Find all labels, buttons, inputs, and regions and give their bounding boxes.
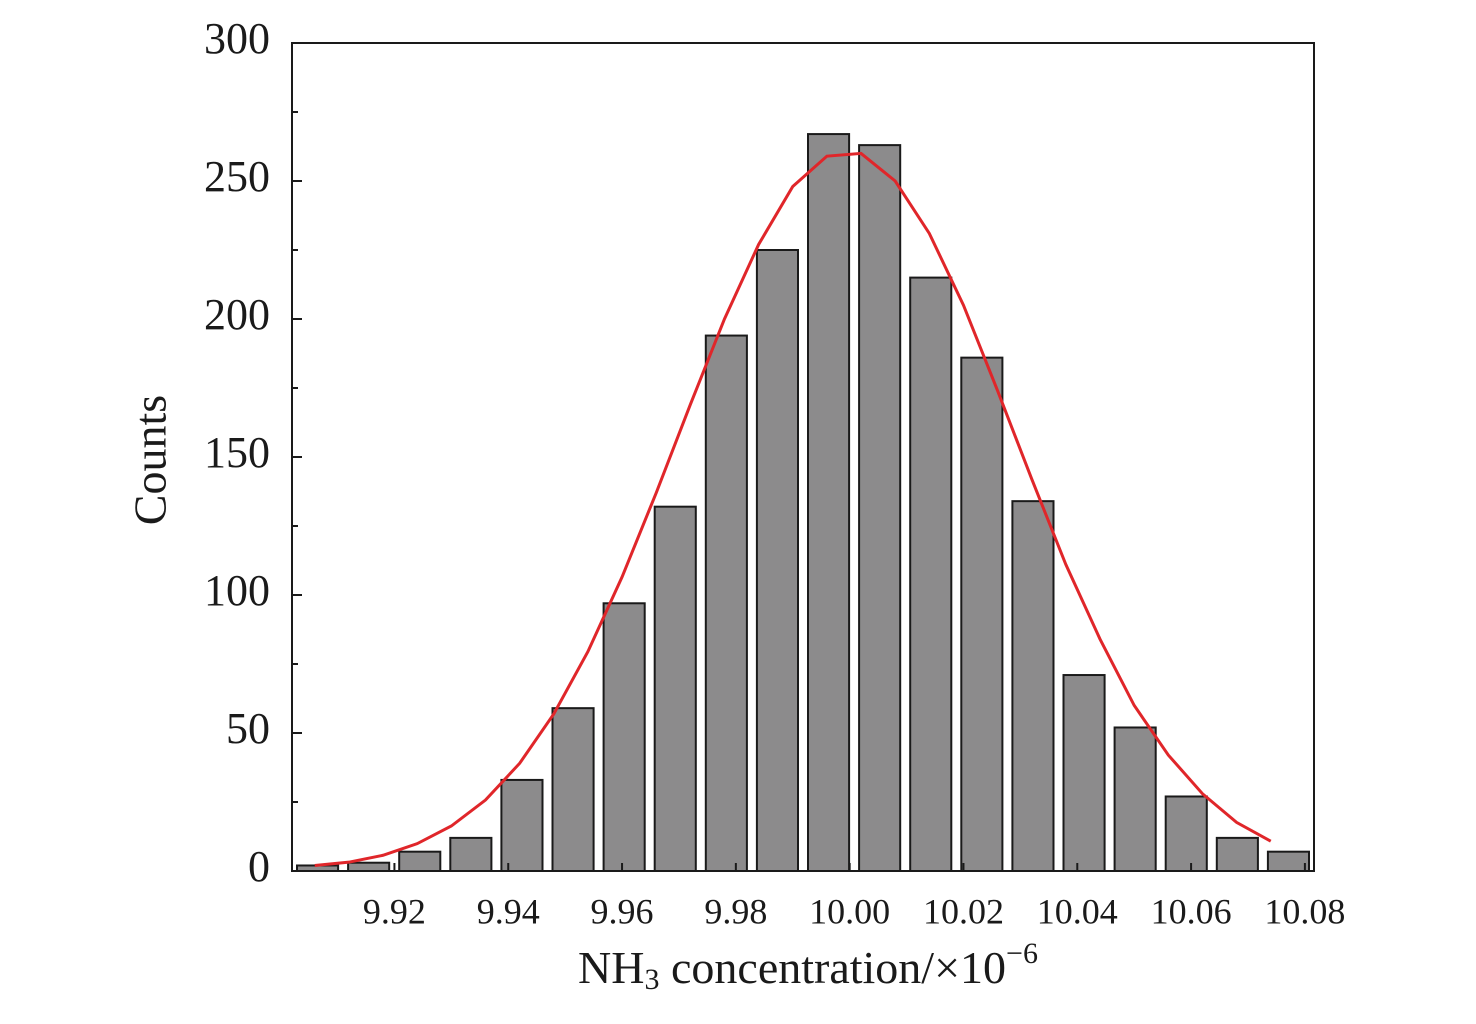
x-tick-label: 10.06: [1151, 891, 1232, 931]
x-tick-label: 9.94: [477, 891, 540, 931]
y-tick-label: 250: [204, 152, 270, 201]
bar: [858, 144, 902, 872]
y-tick-label: 0: [248, 842, 270, 891]
bar: [1062, 674, 1106, 872]
x-tick-label: 10.00: [809, 891, 890, 931]
x-tick-label: 9.98: [704, 891, 767, 931]
x-label-superscript: −6: [1006, 937, 1038, 970]
bar: [1215, 836, 1259, 873]
bar: [909, 276, 953, 873]
y-tick-label: 100: [204, 566, 270, 615]
y-axis-label: Counts: [125, 395, 176, 525]
bar: [602, 602, 646, 873]
bar: [960, 356, 1004, 872]
x-axis-label: NH3 concentration/×10−6: [578, 937, 1038, 996]
fit-curve: [314, 151, 1272, 867]
bar: [449, 836, 493, 873]
bar: [755, 249, 800, 872]
bar: [1266, 850, 1311, 872]
plot-frame: [291, 42, 1315, 872]
x-label-subscript: 3: [644, 963, 659, 996]
x-tick-label: 10.04: [1037, 891, 1118, 931]
bar: [1164, 795, 1208, 872]
y-tick-label: 50: [226, 704, 270, 753]
x-tick-label: 10.08: [1264, 891, 1345, 931]
bar: [398, 850, 442, 872]
bar: [347, 861, 391, 872]
bar: [1113, 726, 1157, 872]
x-label-part: NH: [578, 942, 644, 993]
bar: [653, 505, 697, 872]
y-tick-label: 200: [204, 290, 270, 339]
x-tick-label: 9.96: [591, 891, 654, 931]
bar: [551, 707, 595, 872]
bar: [704, 334, 748, 872]
bar: [1011, 500, 1055, 872]
x-tick-label: 9.92: [363, 891, 426, 931]
x-tick-label: 10.02: [923, 891, 1004, 931]
bar: [807, 133, 851, 872]
bar: [500, 778, 544, 872]
y-tick-label: 300: [204, 14, 270, 63]
x-label-part: concentration/×10: [659, 942, 1006, 993]
y-tick-label: 150: [204, 428, 270, 477]
